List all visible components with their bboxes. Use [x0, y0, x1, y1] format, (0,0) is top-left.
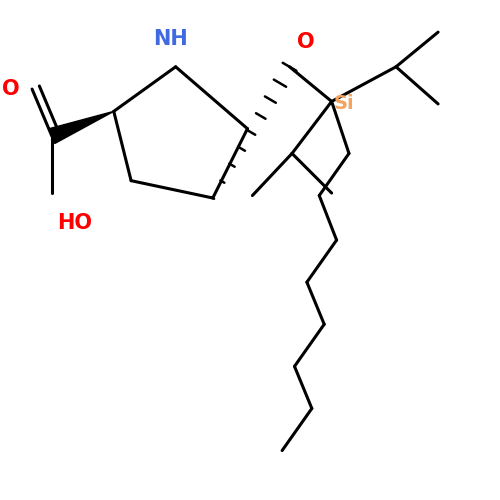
Polygon shape	[49, 112, 114, 144]
Text: HO: HO	[57, 213, 92, 233]
Text: NH: NH	[154, 30, 188, 50]
Text: Si: Si	[334, 94, 354, 114]
Text: O: O	[2, 79, 20, 99]
Text: O: O	[297, 32, 314, 52]
